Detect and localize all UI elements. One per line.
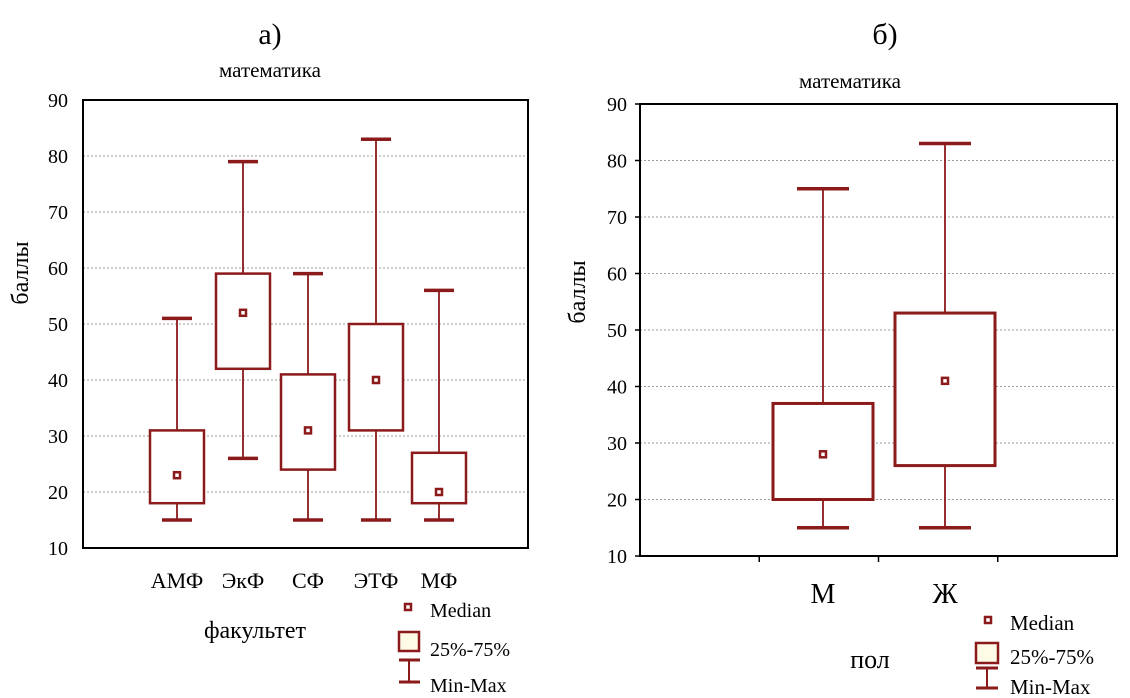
panel-b-y-axis-label: баллы [565,260,591,323]
y-tick-label: 50 [607,320,627,342]
legend-whisker-label: Min-Max [1010,675,1091,698]
y-tick-label: 80 [48,146,68,168]
x-tick-label: ЭТФ [354,568,399,593]
legend-box-marker [974,641,1000,665]
legend-box-label: 25%-75% [430,639,510,661]
y-tick-label: 10 [607,546,627,568]
y-tick-label: 40 [48,370,68,392]
median-marker [434,487,444,497]
x-tick-label: МФ [421,568,458,593]
median-marker [238,308,248,318]
x-tick-label: М [811,579,836,610]
legend-whisker-label: Min-Max [430,675,507,697]
legend-box-label: 25%-75% [1010,645,1094,669]
box-iqr [148,429,206,505]
y-tick-label: 20 [48,482,68,504]
panel-a-x-axis-label: факультет [204,618,307,644]
median-marker [303,426,313,435]
y-tick-label: 70 [48,202,68,224]
y-tick-label: 50 [48,314,68,336]
y-tick-label: 10 [48,538,68,560]
panel-a-y-axis-label: баллы [8,241,34,304]
panel-b: 10 20 30 40 50 60 70 80 90 М Ж б) математика баллы… [565,18,1118,698]
panel-b-legend: Median 25%-75% Min-Max [974,611,1094,698]
y-tick-label: 80 [607,151,627,173]
plot-area: 10 20 30 40 50 60 70 80 90 М Ж [607,94,1118,610]
box-iqr [893,311,997,468]
x-tick-label: Ж [932,579,958,610]
legend-median-label: Median [1010,611,1075,635]
panel-b-title: математика [799,69,902,93]
panel-a-legend: Median 25%-75% Min-Max [397,600,510,697]
median-marker [172,470,182,480]
panel-b-label: б) [872,18,897,51]
median-marker [940,376,950,386]
panel-a-label: а) [258,18,281,51]
panel-b-x-axis-label: пол [850,645,890,674]
y-tick-label: 40 [607,377,627,399]
legend-box-marker [397,630,421,653]
y-tick-label: 20 [607,490,627,512]
x-tick-label: СФ [292,568,324,593]
plot-area: 10 20 30 40 50 60 70 80 90 АМФ ЭкФ СФ ЭТФ МФ [48,90,529,593]
y-tick-label: 70 [607,207,627,229]
y-tick-label: 30 [48,426,68,448]
median-marker [371,375,381,385]
y-tick-label: 90 [607,94,627,116]
panel-a-title: математика [219,58,322,82]
y-tick-label: 30 [607,433,627,455]
panel-a: 10 20 30 40 50 60 70 80 90 АМФ ЭкФ СФ ЭТФ МФ а) матем… [8,18,529,697]
y-tick-label: 60 [48,258,68,280]
y-tick-label: 90 [48,90,68,112]
plot-frame [82,99,529,549]
box-iqr [214,272,272,371]
legend-median-marker [983,615,993,625]
legend-median-label: Median [430,600,491,622]
y-tick-label: 60 [607,264,627,286]
x-tick-label: АМФ [151,568,204,593]
legend-median-marker [403,602,413,612]
box-iqr [279,373,337,471]
median-marker [818,450,828,459]
x-tick-label: ЭкФ [222,568,265,593]
